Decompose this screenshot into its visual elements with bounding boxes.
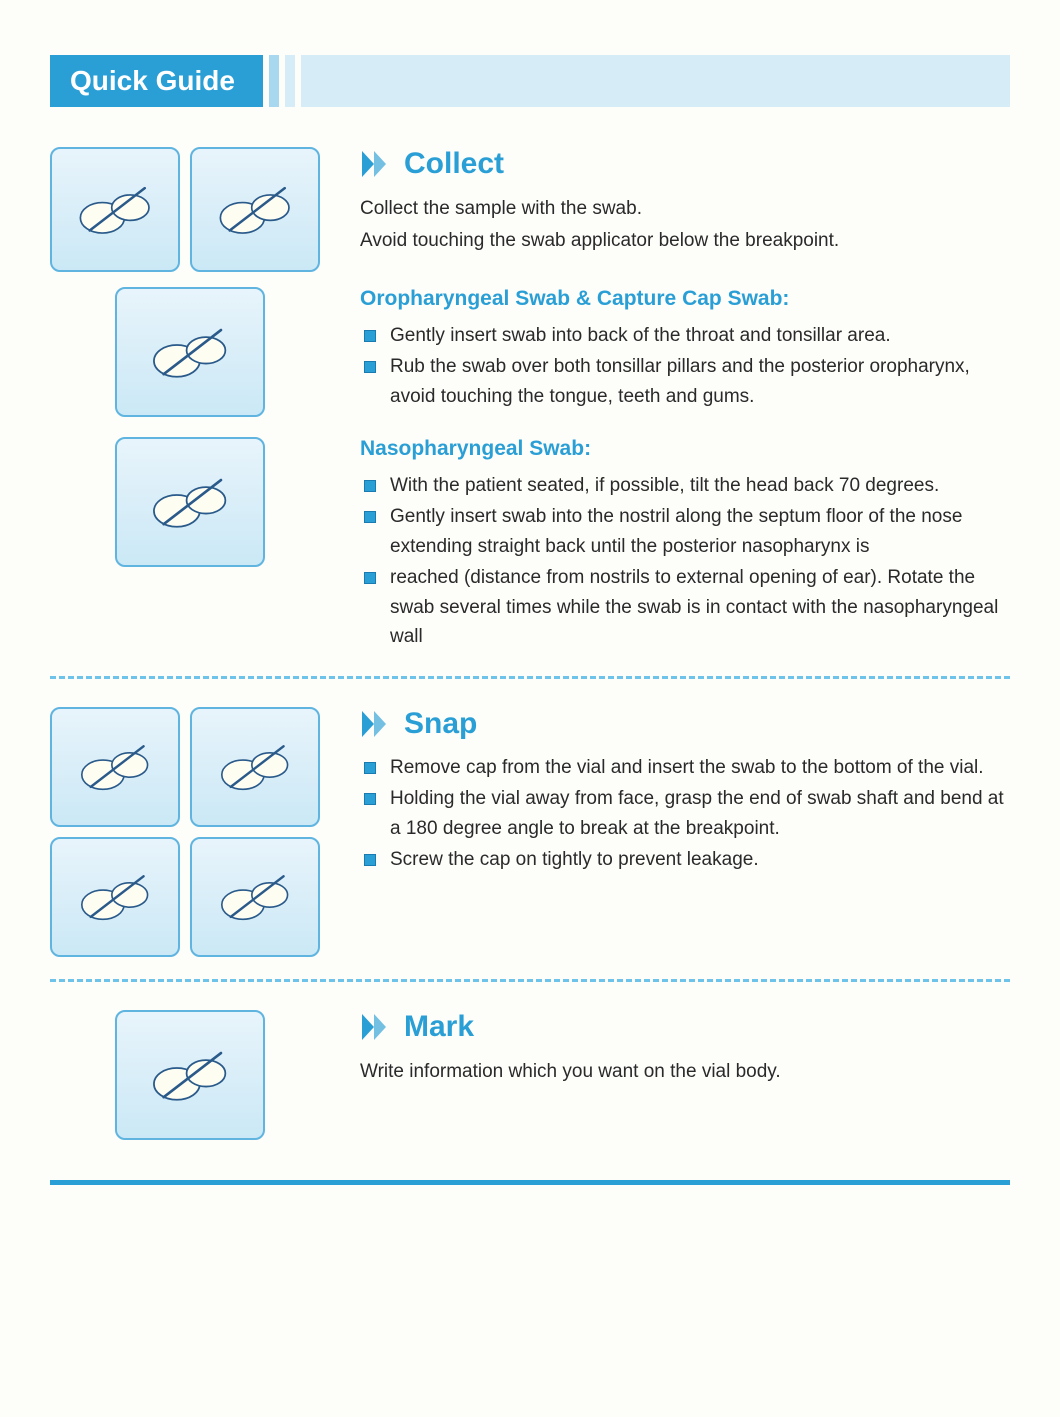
illustration (50, 147, 180, 272)
naso-content: Nasopharyngeal Swab: With the patient se… (360, 437, 1010, 654)
snap-bullets: Remove cap from the vial and insert the … (360, 753, 1010, 875)
header-stripe-rest (301, 55, 1010, 107)
bullet-item: With the patient seated, if possible, ti… (364, 471, 1010, 500)
bullet-item: Gently insert swab into the nostril alon… (364, 502, 1010, 561)
bullet-item: Gently insert swab into back of the thro… (364, 321, 1010, 350)
collect-title-row: Collect (360, 147, 1010, 181)
illustration (115, 287, 265, 417)
section-snap: Snap Remove cap from the vial and insert… (50, 707, 1010, 957)
mark-image-wrap (50, 1010, 330, 1140)
collect-title: Collect (404, 147, 504, 181)
bullet-item: reached (distance from nostrils to exter… (364, 563, 1010, 651)
naso-heading: Nasopharyngeal Swab: (360, 437, 1010, 461)
collect-intro-2: Avoid touching the swab applicator below… (360, 225, 1010, 257)
bullet-item: Holding the vial away from face, grasp t… (364, 784, 1010, 843)
divider-1 (50, 676, 1010, 679)
illustration (190, 837, 320, 957)
collect-content: Collect Collect the sample with the swab… (360, 147, 1010, 272)
oro-bullets: Gently insert swab into back of the thro… (360, 321, 1010, 411)
chevron-right-icon (360, 709, 392, 739)
collect-images (50, 147, 330, 272)
divider-2 (50, 979, 1010, 982)
footer-divider (50, 1180, 1010, 1185)
illustration (115, 437, 265, 567)
illustration (115, 1010, 265, 1140)
mark-text: Write information which you want on the … (360, 1056, 1010, 1088)
oro-image-wrap (50, 287, 330, 417)
section-mark: Mark Write information which you want on… (50, 1010, 1010, 1140)
naso-bullets: With the patient seated, if possible, ti… (360, 471, 1010, 652)
illustration (50, 837, 180, 957)
chevron-right-icon (360, 1012, 392, 1042)
mark-content: Mark Write information which you want on… (360, 1010, 1010, 1140)
bullet-item: Rub the swab over both tonsillar pillars… (364, 352, 1010, 411)
header-stripe-2 (285, 55, 295, 107)
naso-block: Nasopharyngeal Swab: With the patient se… (50, 437, 1010, 654)
oro-content: Oropharyngeal Swab & Capture Cap Swab: G… (360, 287, 1010, 417)
bullet-item: Screw the cap on tightly to prevent leak… (364, 845, 1010, 874)
illustration (190, 147, 320, 272)
snap-content: Snap Remove cap from the vial and insert… (360, 707, 1010, 957)
snap-title-row: Snap (360, 707, 1010, 741)
illustration (190, 707, 320, 827)
chevron-right-icon (360, 149, 392, 179)
snap-images (50, 707, 330, 957)
mark-title: Mark (404, 1010, 474, 1044)
bullet-item: Remove cap from the vial and insert the … (364, 753, 1010, 782)
header-bar: Quick Guide (50, 55, 1010, 107)
oro-heading: Oropharyngeal Swab & Capture Cap Swab: (360, 287, 1010, 311)
oro-block: Oropharyngeal Swab & Capture Cap Swab: G… (50, 287, 1010, 417)
section-collect: Collect Collect the sample with the swab… (50, 147, 1010, 272)
mark-title-row: Mark (360, 1010, 1010, 1044)
page-title: Quick Guide (50, 55, 263, 107)
header-stripe-1 (269, 55, 279, 107)
illustration (50, 707, 180, 827)
naso-image-wrap (50, 437, 330, 654)
collect-intro-1: Collect the sample with the swab. (360, 193, 1010, 225)
snap-title: Snap (404, 707, 477, 741)
